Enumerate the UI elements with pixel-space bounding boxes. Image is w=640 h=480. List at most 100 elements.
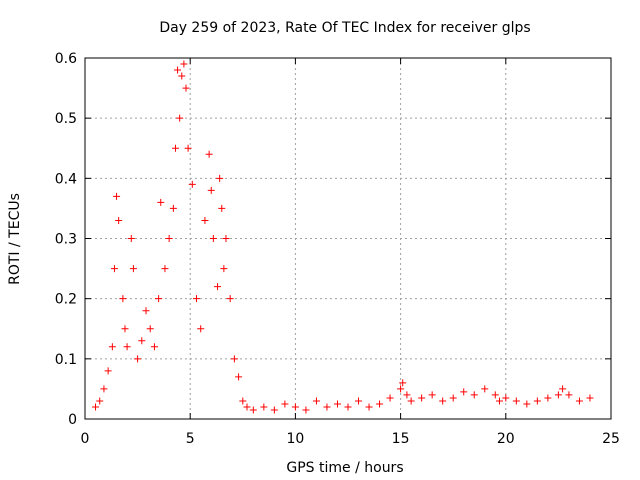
data-point [209, 235, 217, 242]
data-point [182, 84, 190, 92]
data-point [403, 391, 411, 399]
data-point [291, 403, 299, 411]
data-point [323, 403, 331, 411]
data-point [123, 343, 131, 351]
data-point [243, 403, 251, 411]
data-point [129, 265, 137, 273]
data-point [333, 400, 341, 408]
data-point [178, 72, 186, 80]
data-point [216, 174, 224, 182]
data-point [92, 403, 100, 411]
data-point [449, 394, 457, 402]
data-point [127, 235, 135, 242]
data-point [491, 391, 499, 399]
data-point [157, 198, 165, 206]
plot-frame [84, 57, 612, 420]
data-point [169, 204, 177, 212]
grid-lines [85, 58, 611, 419]
data-point [533, 397, 541, 405]
data-points [92, 60, 594, 414]
data-point [407, 397, 415, 405]
data-point [565, 391, 573, 399]
data-point [512, 397, 520, 405]
data-point [312, 397, 320, 405]
data-point [180, 60, 188, 68]
data-point [100, 385, 108, 393]
data-point [104, 367, 112, 375]
data-point [110, 265, 118, 273]
data-point [171, 144, 179, 152]
data-point [176, 114, 184, 122]
y-tick-label: 0.4 [55, 171, 77, 187]
data-point [193, 295, 201, 303]
data-point [428, 391, 436, 399]
data-point [220, 265, 228, 273]
data-point [142, 307, 150, 315]
y-tick-label: 0.5 [55, 111, 77, 127]
x-axis-label: GPS time / hours [286, 460, 403, 476]
data-point [115, 216, 123, 224]
data-point [559, 385, 567, 393]
data-point [201, 216, 209, 224]
data-point [150, 343, 158, 351]
data-point [344, 403, 352, 411]
y-tick-label: 0.6 [55, 51, 77, 67]
data-point [205, 150, 213, 158]
y-tick-label: 0.3 [55, 232, 77, 248]
data-point [376, 400, 384, 408]
data-point [260, 403, 268, 411]
data-point [554, 391, 562, 399]
x-tick-label: 25 [602, 431, 620, 447]
axis-ticks: 0 5 10 15 20 25 0 0.1 0.2 0.3 0.4 0.5 0.6 [55, 51, 620, 447]
data-point [502, 394, 510, 402]
y-tick-label: 0.1 [55, 352, 77, 368]
y-tick-label: 0.2 [55, 292, 77, 308]
data-point [470, 391, 478, 399]
data-point [146, 325, 154, 333]
data-point [119, 295, 127, 303]
x-tick-label: 5 [186, 431, 195, 447]
data-point [397, 385, 405, 393]
data-point [523, 400, 531, 408]
x-tick-label: 0 [81, 431, 90, 447]
x-tick-label: 20 [497, 431, 515, 447]
y-tick-label: 0 [68, 412, 77, 428]
data-point [460, 388, 468, 396]
data-point [239, 397, 247, 405]
x-tick-label: 15 [392, 431, 410, 447]
data-point [165, 235, 173, 242]
data-point [495, 397, 503, 405]
data-point [418, 394, 426, 402]
data-point [575, 397, 583, 405]
data-point [222, 235, 230, 242]
data-point [226, 295, 234, 303]
data-point [302, 406, 310, 414]
data-point [121, 325, 129, 333]
data-point [481, 385, 489, 393]
data-point [174, 66, 182, 74]
data-point [386, 394, 394, 402]
data-point [108, 343, 116, 351]
data-point [188, 180, 196, 188]
data-point [207, 186, 215, 194]
data-point [586, 394, 594, 402]
x-tick-label: 10 [286, 431, 304, 447]
data-point [218, 204, 226, 212]
data-point [439, 397, 447, 405]
data-point [134, 355, 142, 363]
data-point [155, 295, 163, 303]
data-point [281, 400, 289, 408]
data-point [399, 379, 407, 387]
data-point [138, 337, 146, 345]
y-axis-label: ROTI / TECUs [7, 193, 23, 285]
data-point [96, 397, 104, 405]
chart-title: Day 259 of 2023, Rate Of TEC Index for r… [159, 20, 530, 36]
data-point [249, 406, 257, 414]
data-point [355, 397, 363, 405]
data-point [544, 394, 552, 402]
data-point [270, 406, 278, 414]
data-point [214, 283, 222, 291]
data-point [365, 403, 373, 411]
data-point [113, 192, 121, 200]
